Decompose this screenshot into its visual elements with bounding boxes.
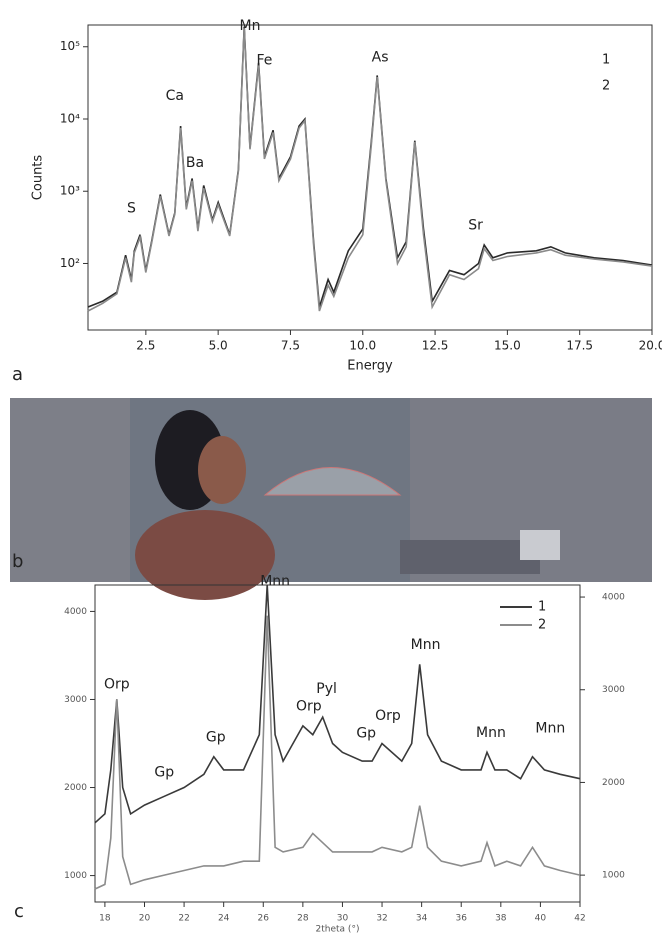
x-tick-label: 32 [376,914,387,924]
x-tick-label: 10.0 [349,339,376,353]
legend-label: 2 [602,79,610,94]
legend-label: 1 [602,53,610,68]
x-tick-label: 36 [455,914,467,924]
y-tick-label: 10² [60,256,80,270]
peak-label: Mnn [411,637,441,653]
x-tick-label: 7.5 [281,339,300,353]
data-line [95,585,580,823]
y-tick-label: 10³ [60,184,80,198]
peak-label: Sr [468,217,483,233]
x-tick-label: 42 [574,914,585,924]
y2-tick-label: 4000 [602,593,625,603]
legend-label: 2 [538,618,546,633]
x-tick-label: 28 [297,914,309,924]
x-tick-label: 40 [535,914,547,924]
plot-frame [95,585,580,902]
y-tick-label: 10⁵ [60,39,80,53]
x-tick-label: 18 [99,914,111,924]
x-tick-label: 30 [337,914,349,924]
x-tick-label: 20.0 [639,339,662,353]
peak-label: Ba [186,155,204,171]
x-tick-label: 22 [178,914,189,924]
panel-label: a [12,364,23,385]
x-tick-label: 20 [139,914,151,924]
x-tick-label: 26 [258,914,270,924]
peak-label: Gp [154,764,174,780]
figure: b 2.5 5.0 7.5 10.0 12.5 15.0 17.5 20.0 10² 10³ 10⁴… [0,0,662,934]
photo [10,398,652,600]
peak-label: S [127,200,136,216]
x-tick-label: 24 [218,914,230,924]
plot-frame [88,25,652,330]
peak-label: Mn [239,18,260,34]
peak-label: Orp [296,698,322,714]
peak-label: Mnn [476,725,506,741]
body [135,510,275,600]
y2-tick-label: 3000 [602,685,625,695]
y-tick-label: 2000 [64,783,87,793]
wall-text [10,398,130,582]
x-tick-label: 38 [495,914,507,924]
peak-label: As [372,50,389,66]
y-tick-label: 4000 [64,607,87,617]
y-tick-label: 1000 [64,871,87,881]
panel-label: c [14,901,24,922]
x-axis-label: 2theta (°) [316,925,360,934]
peak-label: Ca [166,88,184,104]
y-tick-label: 3000 [64,695,87,705]
y2-tick-label: 2000 [602,778,625,788]
peak-label: Mnn [535,720,565,736]
table [400,540,540,574]
x-tick-label: 34 [416,914,428,924]
panel-label: b [12,551,23,572]
face [198,436,246,504]
data-line [88,28,652,311]
peak-label: Orp [375,708,401,724]
data-line [95,616,580,889]
peak-label: Pyl [316,681,337,697]
peak-label: Gp [356,726,376,742]
x-tick-label: 2.5 [136,339,155,353]
peak-label: Fe [256,52,272,68]
offering [520,530,560,560]
peak-label: Gp [206,729,226,745]
peak-label: Mnn [260,573,290,589]
x-tick-label: 12.5 [422,339,449,353]
x-tick-label: 17.5 [566,339,593,353]
y2-tick-label: 1000 [602,871,625,881]
x-axis-label: Energy [347,359,393,374]
x-tick-label: 15.0 [494,339,521,353]
peak-label: Orp [104,676,130,692]
legend-label: 1 [538,600,546,615]
y-axis-label: Counts [31,155,46,201]
x-tick-label: 5.0 [209,339,228,353]
y-tick-label: 10⁴ [60,111,80,125]
